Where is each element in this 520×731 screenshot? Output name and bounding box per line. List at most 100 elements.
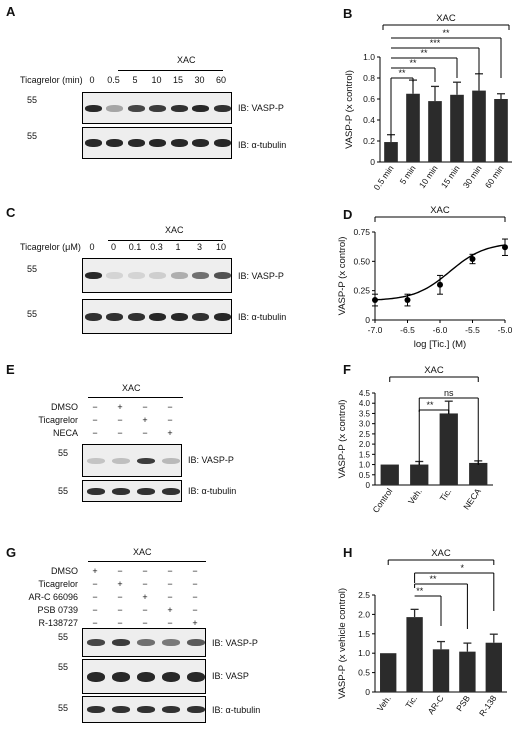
lane-label: 0	[89, 75, 95, 85]
blot-band	[127, 272, 145, 279]
y-tick-label: 0.2	[363, 136, 375, 146]
panel-g-blot-label-3: IB: α-tubulin	[212, 705, 261, 715]
panel-e-treatment: XAC	[122, 383, 141, 393]
treatment-sign: −	[167, 566, 173, 576]
treatment-row-label: Ticagrelor	[38, 415, 78, 425]
x-tick-label: 5 min	[398, 163, 418, 186]
treatment-row-label: R-138727	[38, 618, 78, 628]
x-tick-label: Control	[370, 486, 394, 514]
bar	[380, 653, 397, 692]
blot-band	[87, 457, 105, 464]
significance-label: **	[442, 28, 450, 38]
treatment-sign: −	[167, 415, 173, 425]
lane-label: 0	[110, 242, 116, 252]
panel-g-treatment: XAC	[133, 547, 152, 557]
panel-c-blot-label-2: IB: α-tubulin	[238, 312, 287, 322]
y-tick-label: 1.0	[359, 461, 371, 470]
blot-band	[170, 104, 188, 112]
lane-label: 10	[151, 75, 162, 85]
y-tick-label: 0	[366, 481, 371, 490]
blot-band	[191, 272, 209, 279]
significance-label: **	[409, 58, 417, 68]
significance-label: **	[420, 48, 428, 58]
x-tick-label: -6.0	[433, 325, 448, 335]
y-tick-label: 0.4	[363, 115, 375, 125]
panel-b-label: B	[343, 6, 353, 21]
treatment-sign: −	[92, 618, 98, 628]
lane-label: 5	[132, 75, 138, 85]
blot-band	[87, 671, 105, 682]
blot-band	[87, 487, 105, 495]
panel-c-treatment: XAC	[165, 225, 184, 235]
treatment-row-label: DMSO	[51, 566, 78, 576]
blot-band	[213, 104, 231, 112]
blot-band	[191, 312, 209, 321]
panel-a-label: A	[6, 4, 16, 19]
blot-band	[187, 706, 205, 713]
blot-band	[105, 272, 123, 279]
bar	[410, 464, 429, 485]
panel-c-blot-vasp-p	[82, 258, 232, 293]
y-tick-label: 3.5	[359, 409, 371, 418]
x-tick-label: 60 min	[483, 163, 506, 190]
blot-band	[137, 671, 155, 682]
treatment-sign: −	[92, 415, 98, 425]
x-tick-label: R-138	[477, 693, 499, 718]
treatment-sign: −	[142, 402, 148, 412]
blot-band	[137, 639, 155, 646]
blot-band	[170, 312, 188, 321]
x-tick-label: Veh.	[406, 486, 424, 506]
x-tick-label: 15 min	[439, 163, 462, 190]
bar	[380, 464, 399, 485]
blot-band	[137, 487, 155, 495]
significance-label: ***	[430, 38, 441, 48]
treatment-sign: +	[142, 592, 148, 602]
panel-a-blot-tubulin	[82, 127, 232, 159]
panel-e-blot-vasp-p	[82, 444, 182, 477]
y-tick-label: 3.0	[359, 420, 371, 429]
blot-band	[148, 104, 166, 112]
blot-band	[84, 272, 102, 279]
y-tick-label: 2.5	[359, 430, 371, 439]
significance-label: **	[398, 68, 406, 78]
treatment-sign: −	[117, 618, 123, 628]
treatment-row-label: DMSO	[51, 402, 78, 412]
treatment-sign: −	[92, 592, 98, 602]
blot-band	[112, 671, 130, 682]
blot-band	[127, 104, 145, 112]
panel-f-label: F	[343, 362, 351, 377]
panel-e-blot-label-2: IB: α-tubulin	[188, 486, 237, 496]
bar	[485, 642, 502, 692]
blot-band	[127, 139, 145, 147]
lane-label: 0.3	[150, 242, 163, 252]
panel-b-chart: 0 0.2 0.4 0.6 0.8 1.0 VASP-P (x control) 0.5 mi…	[344, 13, 512, 192]
y-tick-label: 0.25	[353, 286, 370, 296]
treatment-row-label: PSB 0739	[37, 605, 78, 615]
treatment-sign: −	[167, 618, 173, 628]
blot-band	[170, 272, 188, 279]
significance-label: ns	[444, 388, 454, 398]
y-tick-label: 4.0	[359, 399, 371, 408]
y-tick-label: 2.5	[358, 590, 370, 600]
bar	[406, 93, 420, 162]
panel-c-blot-label-1: IB: VASP-P	[238, 271, 284, 281]
blot-band	[84, 139, 102, 147]
data-point	[404, 297, 411, 304]
x-tick-label: -5.0	[498, 325, 513, 335]
lane-label: 1	[175, 242, 181, 252]
blot-band	[170, 139, 188, 147]
treatment-sign: +	[92, 566, 98, 576]
panel-e-mw-2: 55	[58, 486, 69, 496]
treatment-label: XAC	[431, 548, 451, 559]
treatment-sign: −	[117, 415, 123, 425]
treatment-sign: −	[117, 428, 123, 438]
significance-label: *	[460, 563, 464, 573]
treatment-sign: −	[92, 428, 98, 438]
x-tick-label: Veh.	[375, 693, 393, 713]
panel-d-label: D	[343, 207, 353, 222]
panel-g-treatment-line	[88, 561, 206, 562]
data-point	[502, 244, 508, 251]
x-tick-label: 0.5 min	[371, 163, 395, 192]
bar	[406, 617, 423, 692]
blot-band	[213, 272, 231, 279]
